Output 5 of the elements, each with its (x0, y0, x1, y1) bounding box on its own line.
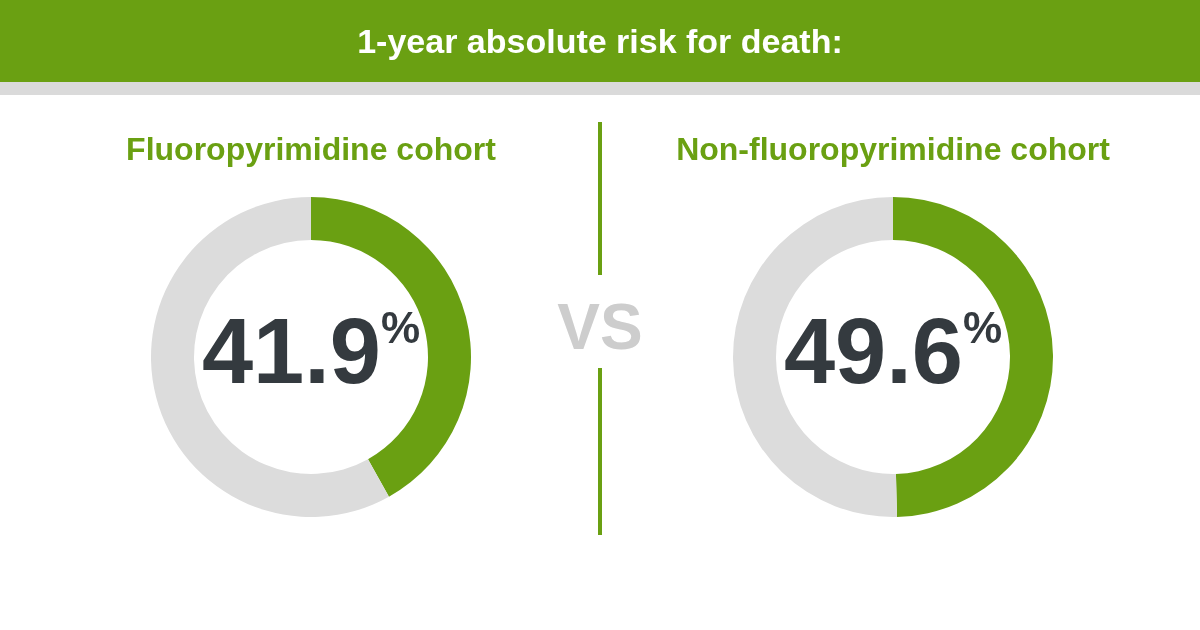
text: 49.6% (783, 300, 1003, 402)
chart-title: Fluoropyrimidine cohort (126, 131, 497, 167)
chart-title: Non-fluoropyrimidine cohort (676, 131, 1111, 167)
text: 41.9% (201, 300, 421, 402)
text: 1-year absolute risk for death: (0, 0, 1200, 82)
